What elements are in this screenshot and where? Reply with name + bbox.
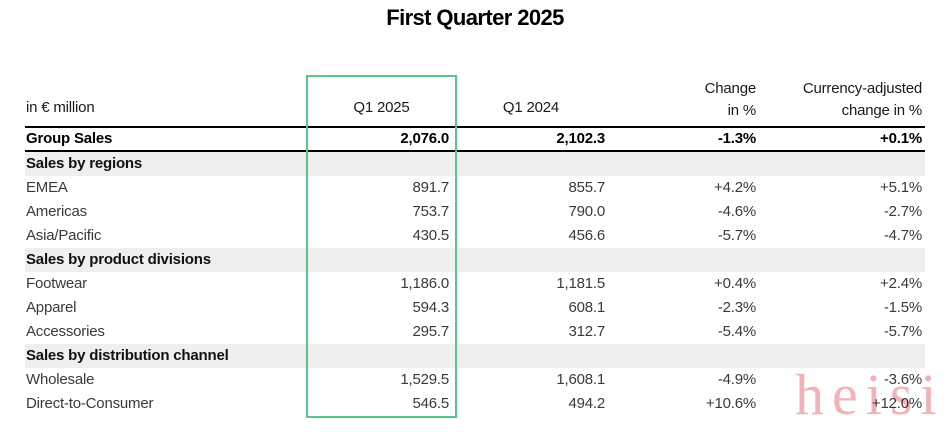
table-row: Group Sales 2,076.0 2,102.3 -1.3% +0.1%	[25, 126, 925, 152]
cell-currency-adj-percent	[756, 344, 925, 368]
cell-currency-adj-percent: +12.0%	[871, 395, 922, 412]
column-header-change: Change in %	[605, 78, 757, 127]
table-header-row: in € million Q1 2025 Q1 2024 Change in %…	[25, 78, 925, 126]
row-label: Asia/Pacific	[26, 227, 102, 244]
table-row: Asia/Pacific 430.5 456.6 -5.7% -4.7%	[25, 224, 925, 248]
cell-currency-adj-percent: +5.1%	[880, 179, 922, 196]
row-label: Accessories	[26, 323, 105, 340]
table-row: Accessories 295.7 312.7 -5.4% -5.7%	[25, 320, 925, 344]
cell-q1-2024	[457, 344, 605, 368]
cell-change-percent: -1.3%	[717, 130, 756, 147]
row-label: Group Sales	[26, 130, 113, 147]
cell-change-percent: -5.4%	[717, 323, 756, 340]
cell-currency-adj-percent: -1.5%	[883, 299, 922, 316]
cell-q1-2024: 855.7	[568, 179, 605, 196]
cell-change-percent	[605, 344, 756, 368]
cell-q1-2024: 790.0	[568, 203, 605, 220]
cell-change-percent: -2.3%	[717, 299, 756, 316]
cell-q1-2025	[306, 152, 457, 176]
table-row: Wholesale 1,529.5 1,608.1 -4.9% -3.6%	[25, 368, 925, 392]
cell-q1-2025: 891.7	[412, 179, 449, 196]
table-row: Sales by distribution channel	[25, 344, 925, 368]
table-row: Americas 753.7 790.0 -4.6% -2.7%	[25, 200, 925, 224]
cell-currency-adj-percent: +0.1%	[880, 130, 922, 147]
table-row: EMEA 891.7 855.7 +4.2% +5.1%	[25, 176, 925, 200]
cell-change-percent	[605, 248, 756, 272]
cell-q1-2025	[306, 344, 457, 368]
cell-currency-adj-percent	[756, 152, 925, 176]
row-label: Footwear	[26, 275, 87, 292]
cell-q1-2024	[457, 152, 605, 176]
row-label: Wholesale	[26, 371, 95, 388]
cell-change-percent: -5.7%	[717, 227, 756, 244]
cell-q1-2024: 608.1	[568, 299, 605, 316]
cell-q1-2024: 2,102.3	[556, 130, 605, 147]
cell-q1-2025: 1,186.0	[400, 275, 449, 292]
column-header-change-line2: in %	[727, 102, 757, 119]
cell-change-percent: -4.6%	[717, 203, 756, 220]
column-header-currency-adjusted: Currency-adjusted change in %	[756, 78, 925, 127]
cell-change-percent	[605, 152, 756, 176]
column-header-currency-adjusted-line2: change in %	[841, 102, 923, 119]
table-row: Direct-to-Consumer 546.5 494.2 +10.6% +1…	[25, 392, 925, 416]
cell-q1-2024: 1,181.5	[556, 275, 605, 292]
row-label: Americas	[26, 203, 87, 220]
cell-q1-2025: 594.3	[412, 299, 449, 316]
cell-q1-2024	[457, 248, 605, 272]
column-header-unit: in € million	[26, 99, 95, 116]
cell-q1-2024: 456.6	[568, 227, 605, 244]
cell-q1-2024: 312.7	[568, 323, 605, 340]
cell-q1-2024: 1,608.1	[556, 371, 605, 388]
page-title: First Quarter 2025	[386, 5, 564, 30]
row-label: Direct-to-Consumer	[26, 395, 154, 412]
cell-q1-2025: 430.5	[412, 227, 449, 244]
column-header-q1-2025: Q1 2025	[353, 99, 410, 116]
row-label: Sales by product divisions	[26, 251, 211, 268]
cell-currency-adj-percent: -3.6%	[883, 371, 922, 388]
table-row: Footwear 1,186.0 1,181.5 +0.4% +2.4%	[25, 272, 925, 296]
cell-currency-adj-percent: -2.7%	[883, 203, 922, 220]
table-body: Group Sales 2,076.0 2,102.3 -1.3% +0.1% …	[25, 126, 925, 416]
column-header-q1-2024: Q1 2024	[502, 99, 560, 116]
cell-currency-adj-percent: -5.7%	[883, 323, 922, 340]
cell-q1-2025: 753.7	[412, 203, 449, 220]
cell-q1-2024: 494.2	[568, 395, 605, 412]
row-label: EMEA	[26, 179, 68, 196]
table-row: Sales by product divisions	[25, 248, 925, 272]
sales-table: in € million Q1 2025 Q1 2024 Change in %…	[25, 78, 925, 416]
row-label: Apparel	[26, 299, 77, 316]
cell-change-percent: +4.2%	[714, 179, 756, 196]
row-label: Sales by regions	[26, 155, 143, 172]
cell-currency-adj-percent: -4.7%	[883, 227, 922, 244]
cell-q1-2025: 2,076.0	[400, 130, 449, 147]
cell-currency-adj-percent	[756, 248, 925, 272]
cell-q1-2025: 1,529.5	[400, 371, 449, 388]
cell-q1-2025: 295.7	[412, 323, 449, 340]
cell-q1-2025	[306, 248, 457, 272]
row-label: Sales by distribution channel	[26, 347, 229, 364]
column-header-change-line1: Change	[704, 80, 757, 97]
table-row: Sales by regions	[25, 152, 925, 176]
cell-change-percent: -4.9%	[717, 371, 756, 388]
cell-q1-2025: 546.5	[412, 395, 449, 412]
cell-change-percent: +10.6%	[705, 395, 756, 412]
cell-currency-adj-percent: +2.4%	[880, 275, 922, 292]
table-row: Apparel 594.3 608.1 -2.3% -1.5%	[25, 296, 925, 320]
cell-change-percent: +0.4%	[714, 275, 756, 292]
column-header-currency-adjusted-line1: Currency-adjusted	[802, 80, 922, 97]
